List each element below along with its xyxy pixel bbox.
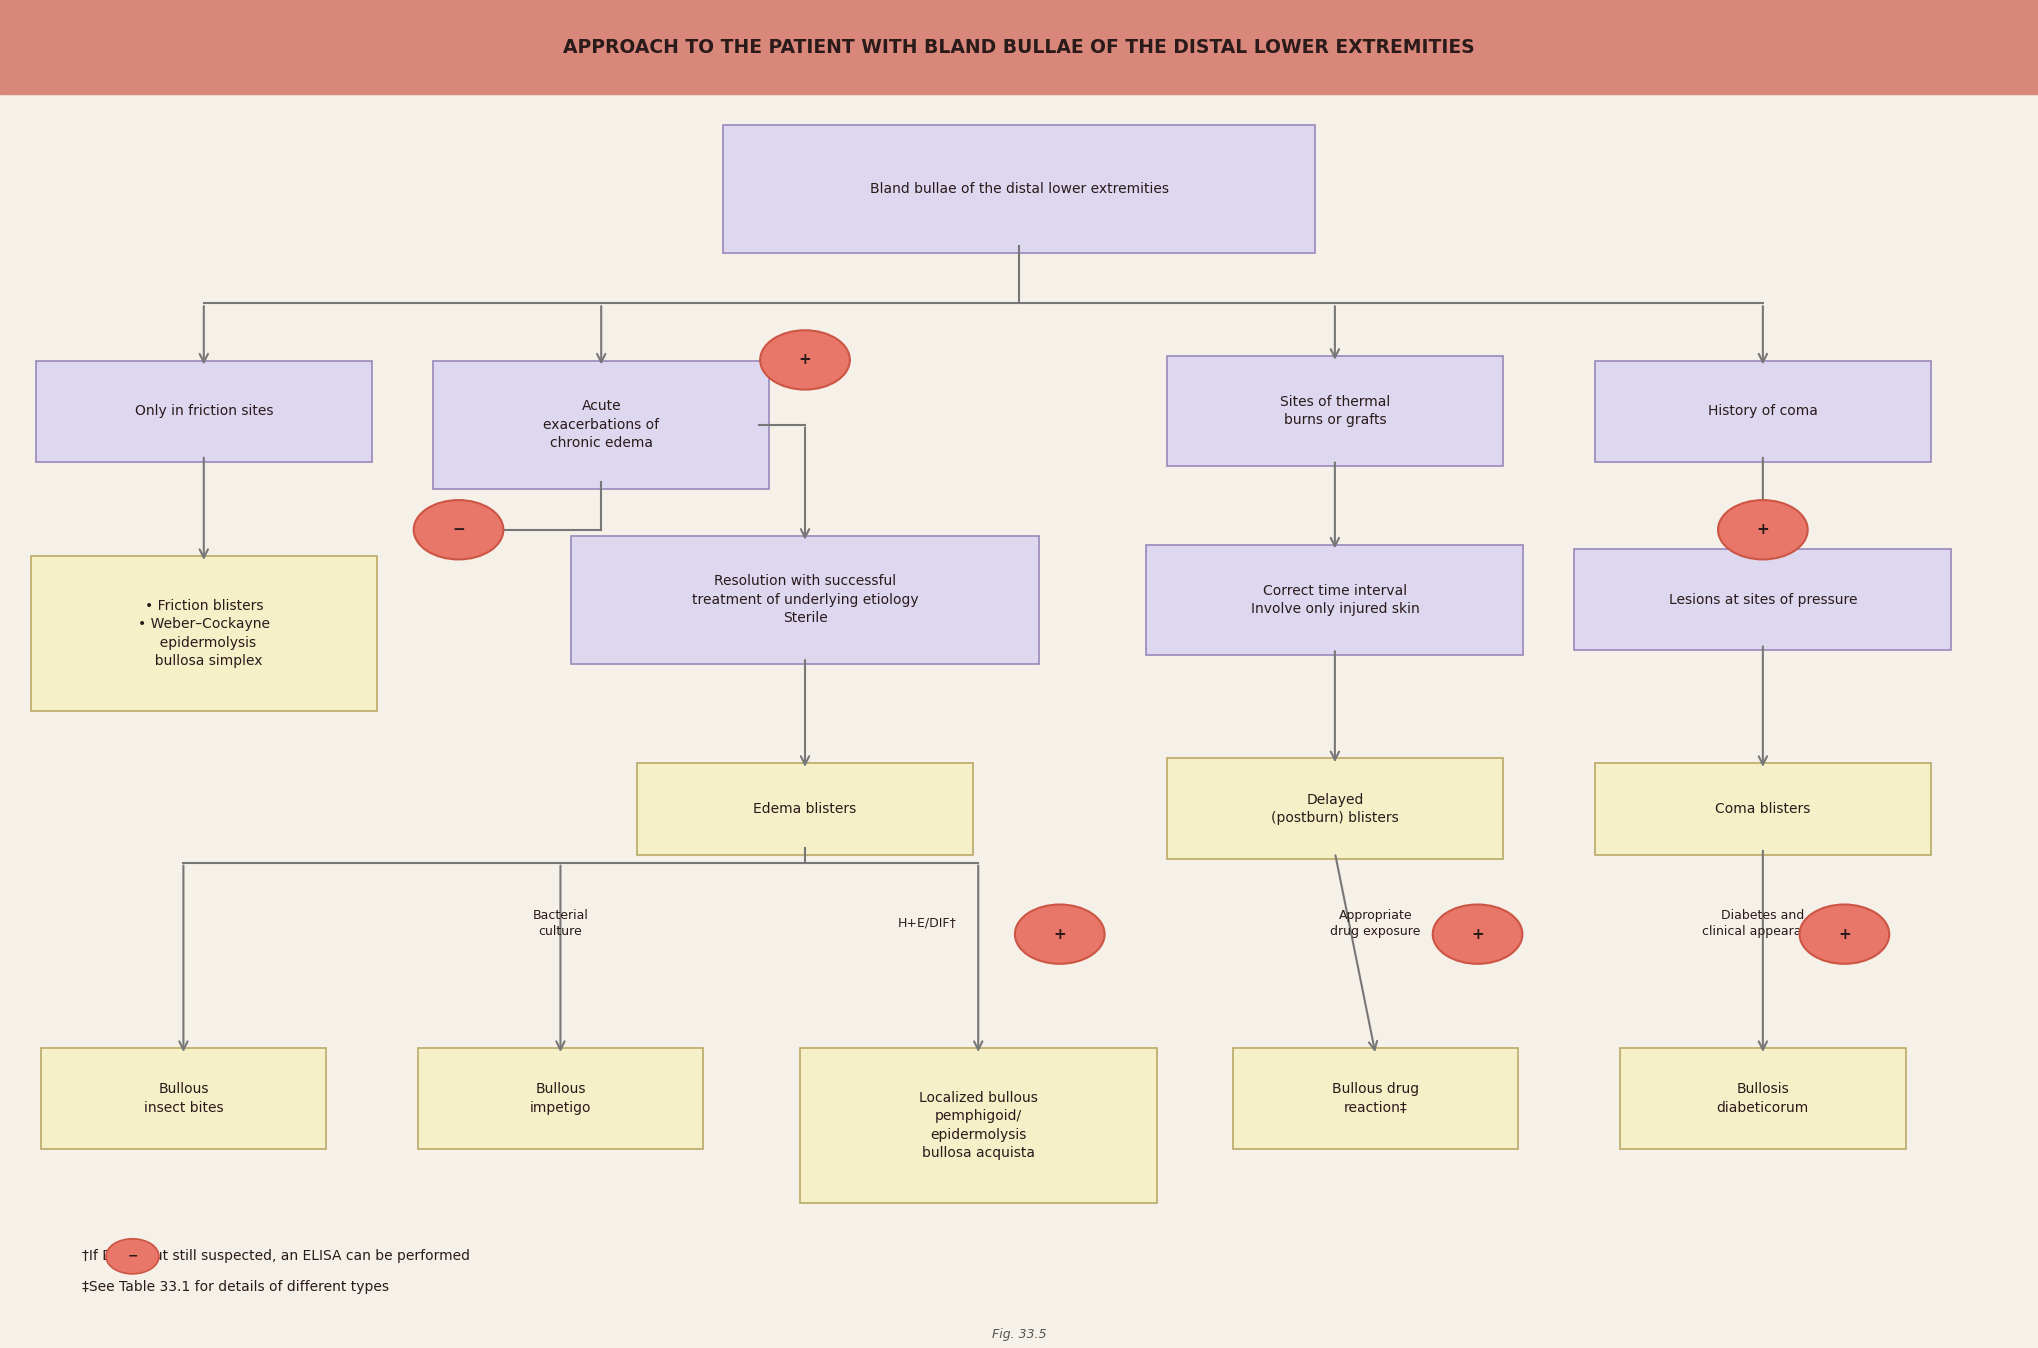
Text: Bullosis
diabeticorum: Bullosis diabeticorum: [1716, 1082, 1810, 1115]
FancyBboxPatch shape: [1166, 356, 1504, 466]
Text: H+E/DIF†: H+E/DIF†: [899, 917, 956, 930]
FancyBboxPatch shape: [636, 763, 974, 855]
Text: †If DIF –, but still suspected, an ELISA can be performed: †If DIF –, but still suspected, an ELISA…: [82, 1250, 469, 1263]
Text: Localized bullous
pemphigoid/
epidermolysis
bullosa acquista: Localized bullous pemphigoid/ epidermoly…: [919, 1091, 1037, 1161]
Text: ‡See Table 33.1 for details of different types: ‡See Table 33.1 for details of different…: [82, 1281, 389, 1294]
FancyBboxPatch shape: [1166, 758, 1504, 860]
Text: History of coma: History of coma: [1708, 404, 1818, 418]
FancyBboxPatch shape: [799, 1049, 1158, 1202]
Text: APPROACH TO THE PATIENT WITH BLAND BULLAE OF THE DISTAL LOWER EXTREMITIES: APPROACH TO THE PATIENT WITH BLAND BULLA…: [562, 38, 1476, 57]
Text: Edema blisters: Edema blisters: [754, 802, 856, 816]
Circle shape: [760, 330, 850, 390]
FancyBboxPatch shape: [1145, 545, 1524, 655]
Text: +: +: [1054, 926, 1066, 942]
Circle shape: [106, 1239, 159, 1274]
Text: Coma blisters: Coma blisters: [1716, 802, 1810, 816]
Text: Bullous
impetigo: Bullous impetigo: [530, 1082, 591, 1115]
FancyBboxPatch shape: [571, 535, 1039, 663]
Text: Bland bullae of the distal lower extremities: Bland bullae of the distal lower extremi…: [870, 182, 1168, 195]
Text: Resolution with successful
treatment of underlying etiology
Sterile: Resolution with successful treatment of …: [691, 574, 919, 625]
Circle shape: [414, 500, 503, 559]
FancyBboxPatch shape: [31, 555, 377, 710]
Text: Sites of thermal
burns or grafts: Sites of thermal burns or grafts: [1280, 395, 1390, 427]
Text: Bacterial
culture: Bacterial culture: [532, 909, 589, 938]
Text: +: +: [1757, 522, 1769, 538]
Text: Correct time interval
Involve only injured skin: Correct time interval Involve only injur…: [1251, 584, 1418, 616]
Circle shape: [1718, 500, 1808, 559]
Text: Lesions at sites of pressure: Lesions at sites of pressure: [1669, 593, 1857, 607]
Text: −: −: [126, 1250, 139, 1263]
FancyBboxPatch shape: [432, 360, 768, 488]
FancyBboxPatch shape: [723, 125, 1315, 253]
Text: Acute
exacerbations of
chronic edema: Acute exacerbations of chronic edema: [544, 399, 658, 450]
Text: Diabetes and
clinical appearance: Diabetes and clinical appearance: [1702, 909, 1824, 938]
Text: −: −: [452, 522, 465, 538]
FancyBboxPatch shape: [1573, 550, 1950, 650]
Text: +: +: [1838, 926, 1851, 942]
Text: Bullous
insect bites: Bullous insect bites: [143, 1082, 224, 1115]
Text: +: +: [1471, 926, 1484, 942]
Text: +: +: [799, 352, 811, 368]
Text: • Friction blisters
• Weber–Cockayne
  epidermolysis
  bullosa simplex: • Friction blisters • Weber–Cockayne epi…: [139, 599, 269, 669]
Text: Appropriate
drug exposure: Appropriate drug exposure: [1331, 909, 1420, 938]
Circle shape: [1015, 905, 1105, 964]
FancyBboxPatch shape: [37, 361, 373, 461]
Circle shape: [1800, 905, 1889, 964]
Text: Delayed
(postburn) blisters: Delayed (postburn) blisters: [1272, 793, 1398, 825]
FancyBboxPatch shape: [41, 1049, 326, 1148]
FancyBboxPatch shape: [1594, 763, 1932, 855]
FancyBboxPatch shape: [0, 0, 2038, 94]
Text: Bullous drug
reaction‡: Bullous drug reaction‡: [1333, 1082, 1418, 1115]
FancyBboxPatch shape: [1620, 1049, 1906, 1148]
Text: Fig. 33.5: Fig. 33.5: [993, 1328, 1045, 1341]
FancyBboxPatch shape: [1233, 1049, 1518, 1148]
Text: Only in friction sites: Only in friction sites: [135, 404, 273, 418]
FancyBboxPatch shape: [1594, 361, 1932, 461]
FancyBboxPatch shape: [418, 1049, 703, 1148]
Circle shape: [1433, 905, 1522, 964]
